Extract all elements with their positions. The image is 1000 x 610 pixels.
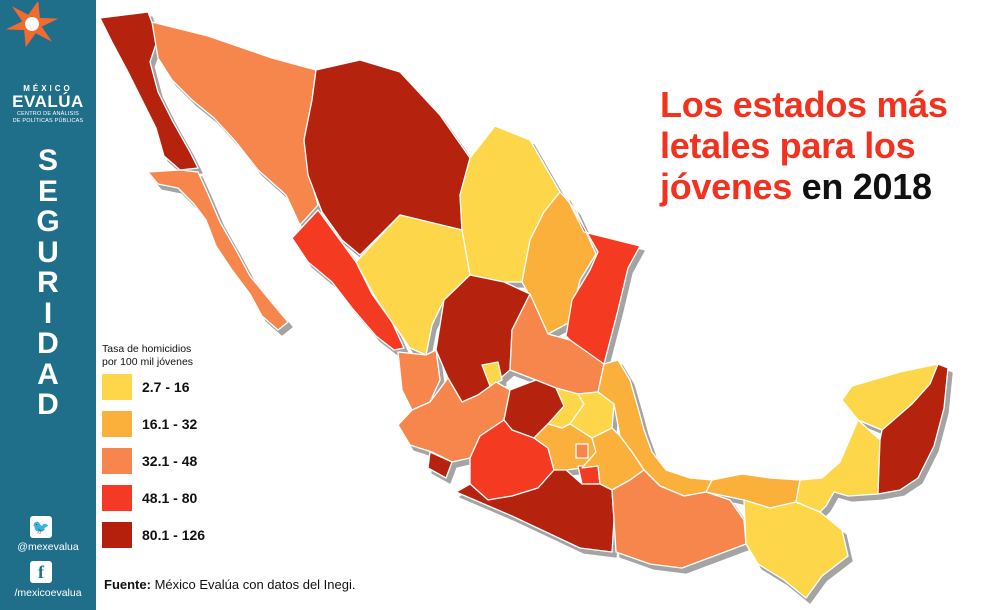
state-morelos xyxy=(577,465,601,485)
title-year: en 2018 xyxy=(801,166,932,207)
state-chiapas xyxy=(743,499,849,599)
legend-label: 16.1 - 32 xyxy=(142,416,198,432)
twitter-handle[interactable]: @mexevalua xyxy=(17,541,79,553)
state-quintana-roo xyxy=(877,363,949,495)
state-nayarit xyxy=(397,349,441,411)
mexico-map xyxy=(99,11,949,599)
legend-title: Tasa de homicidios por 100 mil jóvenes xyxy=(102,343,194,368)
legend-swatch xyxy=(102,374,132,400)
section-letter: D xyxy=(37,327,59,360)
section-letter: I xyxy=(43,296,53,330)
brand-subtitle-line1: CENTRO DE ANÁLISIS xyxy=(17,111,79,117)
state-sonora xyxy=(151,21,319,226)
legend-item: 2.7 - 16 xyxy=(102,374,282,400)
source-text: México Evalúa con datos del Inegi. xyxy=(154,577,356,592)
sidebar: MÉXICO EVALÚA CENTRO DE ANÁLISIS DE POLÍ… xyxy=(0,0,96,610)
brand-name: EVALÚA xyxy=(12,92,84,111)
legend-swatch xyxy=(102,448,132,474)
section-letter: S xyxy=(37,144,58,177)
section-letter: G xyxy=(36,205,60,238)
state-durango xyxy=(355,214,471,356)
section-letter: A xyxy=(37,357,59,391)
state-campeche xyxy=(795,419,881,513)
map-legend: Tasa de homicidios por 100 mil jóvenes 2… xyxy=(102,343,282,559)
legend-item: 48.1 - 80 xyxy=(102,485,282,511)
state-baja-california xyxy=(99,11,199,171)
brand-subtitle-line2: DE POLÍTICAS PÚBLICAS xyxy=(12,118,84,124)
legend-swatch xyxy=(102,485,132,511)
legend-label: 80.1 - 126 xyxy=(142,527,206,543)
section-letter: U xyxy=(37,235,59,269)
source-label: Fuente: xyxy=(104,577,151,592)
state-sinaloa xyxy=(291,209,405,351)
source-note: Fuente: México Evalúa con datos del Ineg… xyxy=(104,577,355,592)
legend-label: 48.1 - 80 xyxy=(142,490,198,506)
state-colima xyxy=(427,451,453,479)
twitter-icon[interactable]: 🐦 xyxy=(30,516,52,538)
state-baja-california-sur xyxy=(147,169,289,331)
section-letter: E xyxy=(37,174,58,208)
page-title: Los estados más letales para los jóvenes… xyxy=(660,84,990,207)
facebook-icon[interactable]: f xyxy=(30,561,52,583)
facebook-handle[interactable]: /mexicoevalua xyxy=(14,587,82,599)
legend-label: 32.1 - 48 xyxy=(142,453,198,469)
state-cdmx xyxy=(575,443,589,459)
title-highlight: Los estados más letales para los jóvenes xyxy=(660,84,948,207)
state-oaxaca xyxy=(611,469,747,569)
state-aguascalientes xyxy=(481,361,503,387)
legend-label: 2.7 - 16 xyxy=(142,379,190,395)
legend-swatch xyxy=(102,522,132,548)
brand-country: MÉXICO xyxy=(23,84,73,93)
section-letter: D xyxy=(37,388,59,421)
legend-item: 16.1 - 32 xyxy=(102,411,282,437)
section-letter: R xyxy=(37,266,59,299)
legend-swatch xyxy=(102,411,132,437)
state-zacatecas xyxy=(435,274,531,403)
legend-item: 32.1 - 48 xyxy=(102,448,282,474)
legend-item: 80.1 - 126 xyxy=(102,522,282,548)
mexico-evalua-star-icon xyxy=(6,2,59,48)
